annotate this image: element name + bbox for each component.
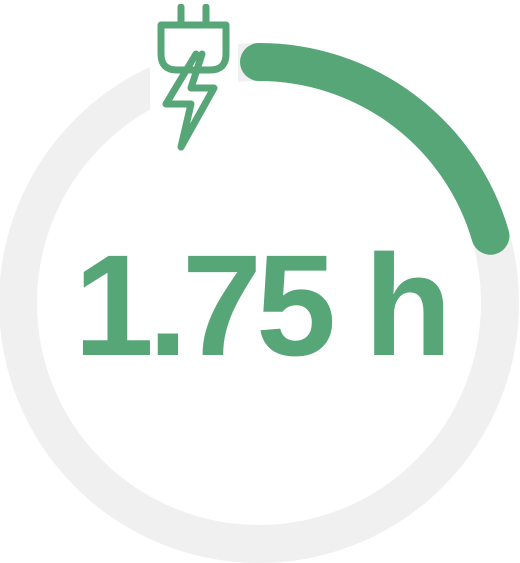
gauge-progress-arc xyxy=(240,43,510,255)
charging-time-value: 1.75 h xyxy=(73,225,452,386)
charging-plug-icon xyxy=(157,4,230,151)
